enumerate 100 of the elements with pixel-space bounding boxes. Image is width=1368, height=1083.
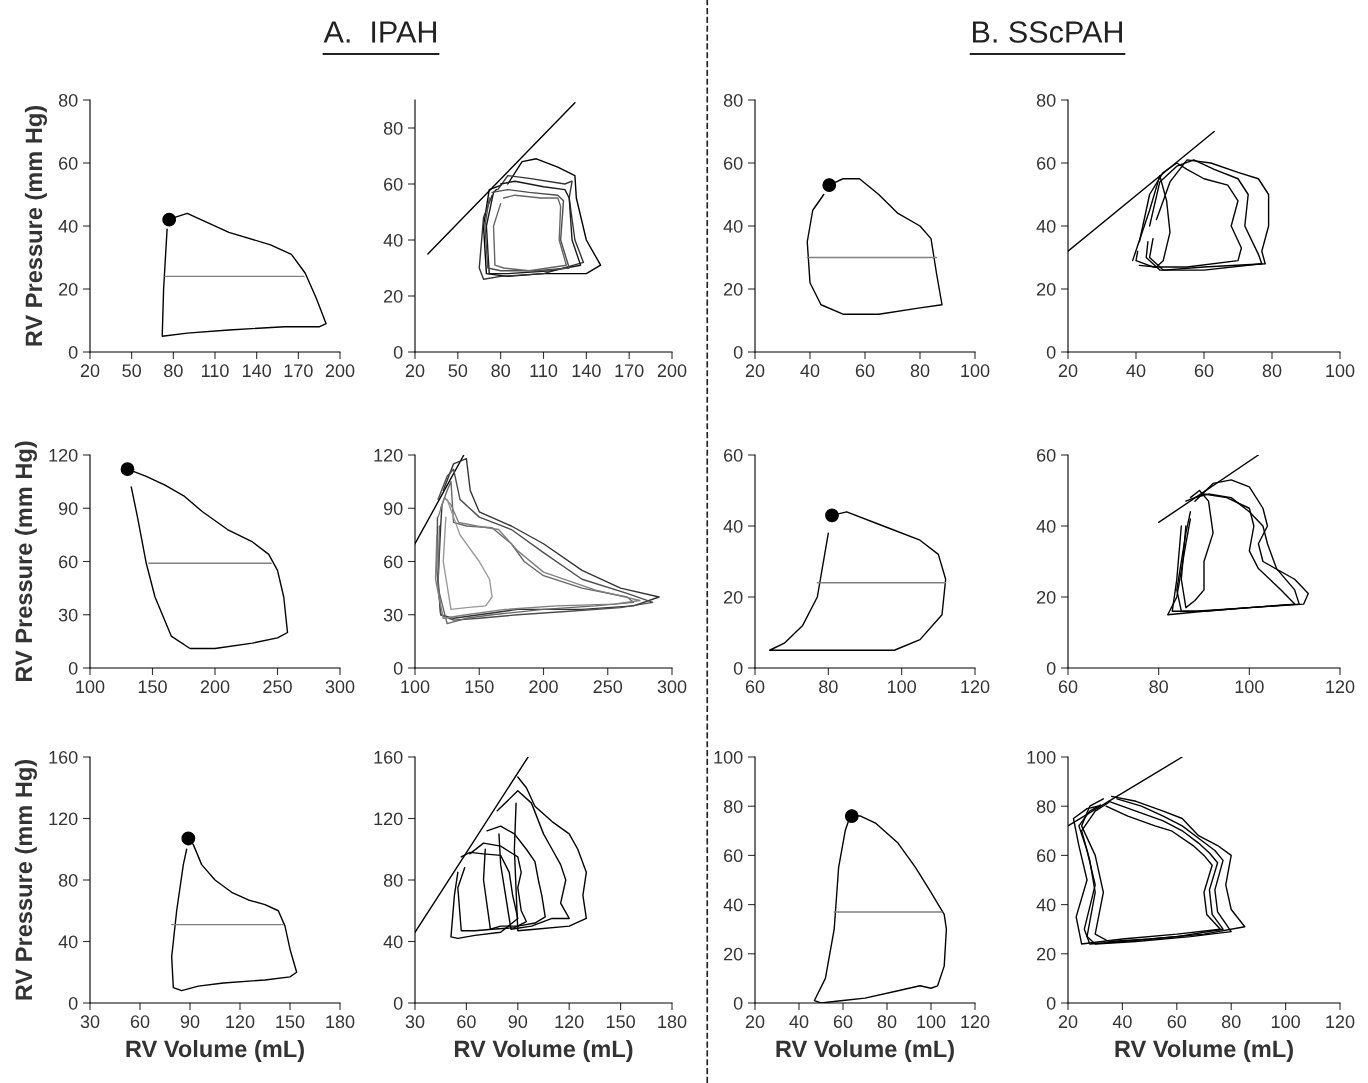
y-tick-label: 60 — [59, 156, 78, 170]
y-tick-label: 160 — [49, 750, 78, 764]
y-tick-label: 60 — [1037, 448, 1056, 462]
y-tick-label: 0 — [1046, 345, 1056, 359]
x-tick-label: 20 — [1058, 364, 1078, 378]
x-tick-label: 170 — [615, 364, 644, 378]
y-tick-label: 40 — [383, 233, 403, 247]
y-tick-label: 40 — [723, 519, 743, 533]
y-tick-label: 0 — [733, 345, 743, 359]
x-tick-label: 200 — [657, 364, 687, 378]
y-tick-label: 30 — [383, 608, 403, 622]
x-tick-label: 140 — [242, 364, 272, 378]
x-tick-label: 120 — [1326, 680, 1355, 694]
x-axis-title: RV Volume (mL) — [126, 1039, 304, 1062]
x-tick-label: 80 — [819, 680, 838, 694]
x-tick-label: 120 — [226, 1015, 255, 1029]
x-tick-label: 200 — [529, 680, 558, 694]
y-tick-label: 20 — [724, 590, 743, 604]
x-tick-label: 110 — [201, 364, 229, 378]
y-tick-label: 40 — [58, 219, 78, 233]
x-tick-label: 120 — [1326, 1015, 1355, 1029]
y-tick-label: 120 — [49, 448, 78, 462]
x-tick-label: 60 — [457, 1015, 476, 1029]
y-tick-label: 60 — [1037, 849, 1056, 863]
y-tick-label: 0 — [68, 996, 78, 1010]
x-tick-label: 50 — [448, 364, 468, 378]
y-tick-label: 20 — [384, 289, 403, 303]
x-tick-label: 60 — [1167, 1015, 1187, 1029]
y-tick-label: 60 — [59, 555, 78, 569]
x-tick-label: 180 — [326, 1015, 355, 1029]
y-tick-label: 0 — [393, 345, 403, 359]
x-tick-label: 150 — [606, 1015, 635, 1029]
x-tick-label: 60 — [1194, 364, 1214, 378]
y-tick-label: 20 — [1037, 282, 1056, 296]
y-tick-label: 80 — [383, 121, 403, 135]
y-tick-label: 80 — [58, 93, 78, 107]
x-tick-label: 250 — [593, 680, 623, 694]
y-tick-label: 0 — [1046, 661, 1056, 675]
y-tick-label: 40 — [58, 935, 78, 949]
y-tick-label: 60 — [724, 448, 743, 462]
x-axis-title: RV Volume (mL) — [1115, 1039, 1293, 1062]
x-axis-title: RV Volume (mL) — [776, 1039, 954, 1062]
chart-title: A. IPAH — [323, 21, 436, 43]
y-tick-label: 160 — [374, 750, 403, 764]
y-tick-label: 80 — [723, 93, 743, 107]
y-tick-label: 40 — [1036, 519, 1056, 533]
x-tick-label: 150 — [276, 1015, 305, 1029]
y-tick-label: 40 — [723, 219, 743, 233]
y-tick-label: 40 — [723, 898, 743, 912]
y-tick-label: 80 — [383, 873, 403, 887]
y-tick-label: 80 — [723, 800, 743, 813]
x-tick-label: 300 — [657, 680, 687, 694]
x-tick-label: 20 — [745, 1015, 765, 1029]
y-tick-label: 40 — [383, 935, 403, 949]
y-tick-label: 60 — [1037, 156, 1056, 170]
y-tick-label: 100 — [714, 750, 743, 764]
x-tick-label: 80 — [1149, 680, 1168, 694]
y-tick-label: 20 — [1037, 590, 1056, 604]
x-tick-label: 80 — [164, 364, 183, 378]
y-tick-label: 80 — [58, 873, 78, 887]
x-tick-label: 90 — [180, 1015, 200, 1029]
y-tick-label: 0 — [733, 661, 743, 675]
x-tick-label: 60 — [833, 1015, 853, 1029]
x-tick-label: 100 — [1271, 1015, 1300, 1029]
x-tick-label: 40 — [1126, 364, 1146, 378]
x-tick-label: 80 — [1221, 1015, 1241, 1029]
y-tick-label: 120 — [374, 448, 403, 462]
x-tick-label: 80 — [1262, 364, 1282, 378]
x-tick-label: 20 — [80, 364, 100, 378]
x-tick-label: 120 — [961, 1015, 990, 1029]
text: B. SScPAH — [973, 21, 1122, 43]
x-tick-label: 150 — [465, 680, 494, 694]
x-tick-label: 80 — [910, 364, 930, 378]
x-tick-label: 100 — [1326, 364, 1355, 378]
x-tick-label: 20 — [405, 364, 425, 378]
y-tick-label: 20 — [1037, 947, 1056, 961]
y-tick-label: 0 — [393, 996, 403, 1010]
y-tick-label: 80 — [1036, 93, 1056, 107]
x-tick-label: 80 — [491, 364, 510, 378]
y-tick-label: 0 — [1046, 996, 1056, 1010]
x-axis-title: RV Volume (mL) — [454, 1039, 633, 1062]
y-tick-label: 0 — [68, 345, 78, 359]
x-tick-label: 140 — [572, 364, 601, 378]
x-tick-label: 20 — [745, 364, 765, 378]
x-tick-label: 170 — [284, 364, 313, 378]
x-tick-label: 40 — [789, 1015, 809, 1029]
x-tick-label: 120 — [555, 1015, 584, 1029]
y-tick-label: 80 — [1036, 800, 1056, 813]
x-tick-label: 50 — [122, 364, 141, 378]
y-tick-label: 120 — [374, 812, 403, 826]
x-tick-label: 100 — [917, 1015, 946, 1029]
x-tick-label: 200 — [325, 364, 355, 378]
x-tick-label: 30 — [405, 1015, 425, 1029]
x-tick-label: 60 — [745, 680, 765, 694]
x-tick-label: 90 — [508, 1015, 528, 1029]
y-tick-label: 20 — [59, 282, 78, 296]
x-tick-label: 40 — [1112, 1015, 1132, 1029]
x-tick-label: 150 — [138, 680, 167, 694]
x-tick-label: 200 — [200, 680, 230, 694]
y-tick-label: 60 — [724, 156, 743, 170]
